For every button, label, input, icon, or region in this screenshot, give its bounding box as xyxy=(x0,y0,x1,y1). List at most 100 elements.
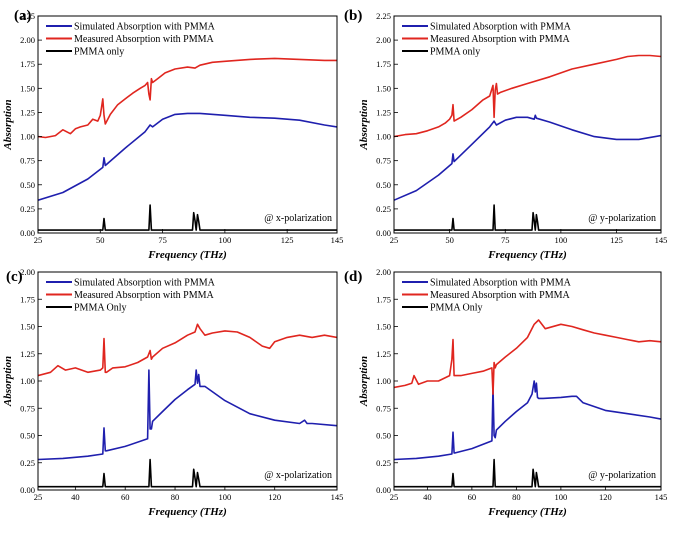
y-tick-label: 0.00 xyxy=(376,228,391,238)
series-line-2 xyxy=(38,57,337,139)
series-line-1 xyxy=(394,380,661,461)
y-tick-label: 0.00 xyxy=(20,228,35,238)
y-tick-label: 1.50 xyxy=(376,83,391,93)
series-line-2 xyxy=(394,54,661,138)
y-tick-label: 1.00 xyxy=(20,376,35,386)
panel-label: (c) xyxy=(6,269,23,285)
x-tick-label: 75 xyxy=(501,235,510,245)
y-tick-label: 1.75 xyxy=(376,294,391,304)
y-tick-label: 1.75 xyxy=(20,59,35,69)
y-tick-label: 0.25 xyxy=(376,204,391,214)
legend-label: Measured Absorption with PMMA xyxy=(74,290,215,301)
plot-frame xyxy=(393,15,662,234)
polarization-annotation: @ x-polarization xyxy=(264,213,332,224)
x-tick-label: 145 xyxy=(655,492,668,502)
y-tick-label: 1.00 xyxy=(20,132,35,142)
panel-2: 0.00 0.25 0.50 0.75 1.00 1.25 1.50 1.75 2.00 2.25… xyxy=(344,8,667,261)
y-tick-label: 1.00 xyxy=(376,132,391,142)
x-tick-label: 25 xyxy=(390,492,399,502)
series-line-1 xyxy=(38,112,337,201)
x-axis-label: Frequency (THz) xyxy=(487,249,567,261)
x-tick-label: 100 xyxy=(219,492,232,502)
legend-label: Measured Absorption with PMMA xyxy=(430,290,571,301)
legend-label: Simulated Absorption with PMMA xyxy=(430,278,572,289)
polarization-annotation: @ y-polarization xyxy=(588,213,656,224)
y-tick-label: 1.50 xyxy=(20,322,35,332)
panel-label: (a) xyxy=(14,8,32,24)
y-axis-label: Absorption xyxy=(358,99,370,150)
x-tick-label: 120 xyxy=(599,492,612,502)
polarization-annotation: @ x-polarization xyxy=(264,470,332,481)
y-tick-label: 0.25 xyxy=(20,458,35,468)
y-axis-label: Absorption xyxy=(2,99,14,150)
y-tick-label: 0.75 xyxy=(20,403,35,413)
y-tick-label: 1.25 xyxy=(20,107,35,117)
x-tick-label: 60 xyxy=(121,492,130,502)
series-line-3 xyxy=(38,458,337,488)
y-tick-label: 2.25 xyxy=(376,11,391,21)
x-tick-label: 50 xyxy=(96,235,105,245)
series-line-3 xyxy=(394,204,661,231)
y-tick-label: 0.00 xyxy=(376,485,391,495)
panel-4: 0.00 0.25 0.50 0.75 1.00 1.25 1.50 1.75 2.00 25 40… xyxy=(344,267,667,518)
x-tick-label: 100 xyxy=(219,235,232,245)
legend-label: Measured Absorption with PMMA xyxy=(74,34,215,45)
series-line-3 xyxy=(394,458,661,488)
plot-frame xyxy=(37,15,338,234)
y-tick-label: 0.75 xyxy=(20,156,35,166)
legend-label: Simulated Absorption with PMMA xyxy=(74,278,216,289)
panel-label: (d) xyxy=(344,269,362,285)
x-tick-label: 100 xyxy=(555,492,568,502)
y-tick-label: 0.50 xyxy=(20,180,35,190)
x-tick-label: 125 xyxy=(281,235,294,245)
y-axis-label: Absorption xyxy=(358,356,370,407)
x-tick-label: 100 xyxy=(555,235,568,245)
y-tick-label: 0.00 xyxy=(20,485,35,495)
panel-1: 0.00 0.25 0.50 0.75 1.00 1.25 1.50 1.75 2.00 2.25… xyxy=(2,8,343,261)
y-tick-label: 0.75 xyxy=(376,156,391,166)
legend-label: PMMA Only xyxy=(430,303,483,314)
y-tick-label: 1.25 xyxy=(20,349,35,359)
x-tick-label: 25 xyxy=(390,235,399,245)
x-tick-label: 40 xyxy=(71,492,80,502)
series-line-3 xyxy=(38,204,337,231)
legend-label: Measured Absorption with PMMA xyxy=(430,34,571,45)
series-line-1 xyxy=(394,114,661,201)
y-tick-label: 0.50 xyxy=(20,431,35,441)
y-tick-label: 2.25 xyxy=(20,11,35,21)
x-tick-label: 40 xyxy=(423,492,432,502)
x-tick-label: 25 xyxy=(34,492,43,502)
x-tick-label: 60 xyxy=(468,492,477,502)
x-axis-label: Frequency (THz) xyxy=(147,249,227,261)
x-tick-label: 145 xyxy=(331,235,344,245)
y-axis-label: Absorption xyxy=(2,356,14,407)
x-axis-label: Frequency (THz) xyxy=(487,506,567,518)
x-tick-label: 80 xyxy=(512,492,521,502)
y-tick-label: 2.00 xyxy=(376,35,391,45)
y-tick-label: 2.00 xyxy=(20,35,35,45)
polarization-annotation: @ y-polarization xyxy=(588,470,656,481)
y-tick-label: 1.25 xyxy=(376,107,391,117)
x-tick-label: 145 xyxy=(655,235,668,245)
x-tick-label: 75 xyxy=(158,235,167,245)
legend-label: Simulated Absorption with PMMA xyxy=(430,22,572,33)
legend-label: Simulated Absorption with PMMA xyxy=(74,22,216,33)
series-line-2 xyxy=(38,323,337,377)
y-tick-label: 1.25 xyxy=(376,349,391,359)
x-axis-label: Frequency (THz) xyxy=(147,506,227,518)
y-tick-label: 0.25 xyxy=(376,458,391,468)
series-line-2 xyxy=(394,319,661,395)
x-tick-label: 80 xyxy=(171,492,180,502)
x-tick-label: 25 xyxy=(34,235,43,245)
y-tick-label: 1.75 xyxy=(376,59,391,69)
y-tick-label: 0.75 xyxy=(376,403,391,413)
series-line-1 xyxy=(38,369,337,461)
x-tick-label: 120 xyxy=(268,492,281,502)
x-tick-label: 50 xyxy=(445,235,454,245)
panel-label: (b) xyxy=(344,8,362,24)
y-tick-label: 0.50 xyxy=(376,180,391,190)
y-tick-label: 2.00 xyxy=(20,267,35,277)
